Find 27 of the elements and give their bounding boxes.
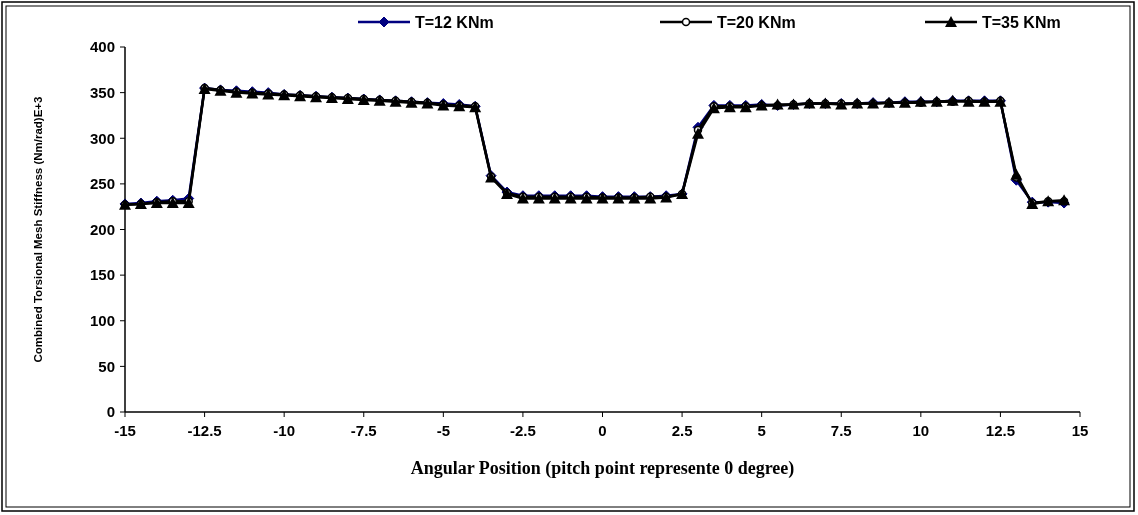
y-tick-label: 50 <box>98 357 115 375</box>
x-tick-label: 2.5 <box>671 422 693 439</box>
legend-label: T=12 KNm <box>415 13 494 31</box>
x-tick-label: 7.5 <box>830 422 852 439</box>
y-tick-label: 150 <box>89 266 115 284</box>
y-tick-label: 350 <box>89 83 115 101</box>
y-tick-label: 200 <box>89 220 115 238</box>
y-tick-label: 250 <box>89 175 115 193</box>
y-tick-label: 100 <box>89 312 115 329</box>
x-tick-label: 15 <box>1071 422 1089 439</box>
x-tick-label: -5 <box>436 422 451 439</box>
y-axis-title: Combined Torsional Mesh Stiffness (Nm/rad)E+3 <box>32 96 44 363</box>
x-tick-label: -12.5 <box>187 422 222 439</box>
x-axis-title: Angular Position (pitch point represente 0 degree) <box>410 458 795 479</box>
x-tick-label: 0 <box>598 422 607 439</box>
y-tick-label: 0 <box>106 403 115 421</box>
legend-label: T=20 KNm <box>717 13 796 31</box>
x-tick-label: -15 <box>114 422 136 439</box>
x-tick-label: 12.5 <box>985 422 1016 439</box>
x-tick-label: 10 <box>912 422 930 439</box>
x-tick-label: -10 <box>273 422 296 439</box>
y-tick-label: 300 <box>89 129 115 147</box>
legend-label: T=35 KNm <box>982 13 1061 31</box>
x-tick-label: -7.5 <box>350 422 377 439</box>
x-tick-label: -2.5 <box>509 422 536 439</box>
y-tick-label: 400 <box>89 38 115 56</box>
x-tick-label: 5 <box>757 422 766 439</box>
